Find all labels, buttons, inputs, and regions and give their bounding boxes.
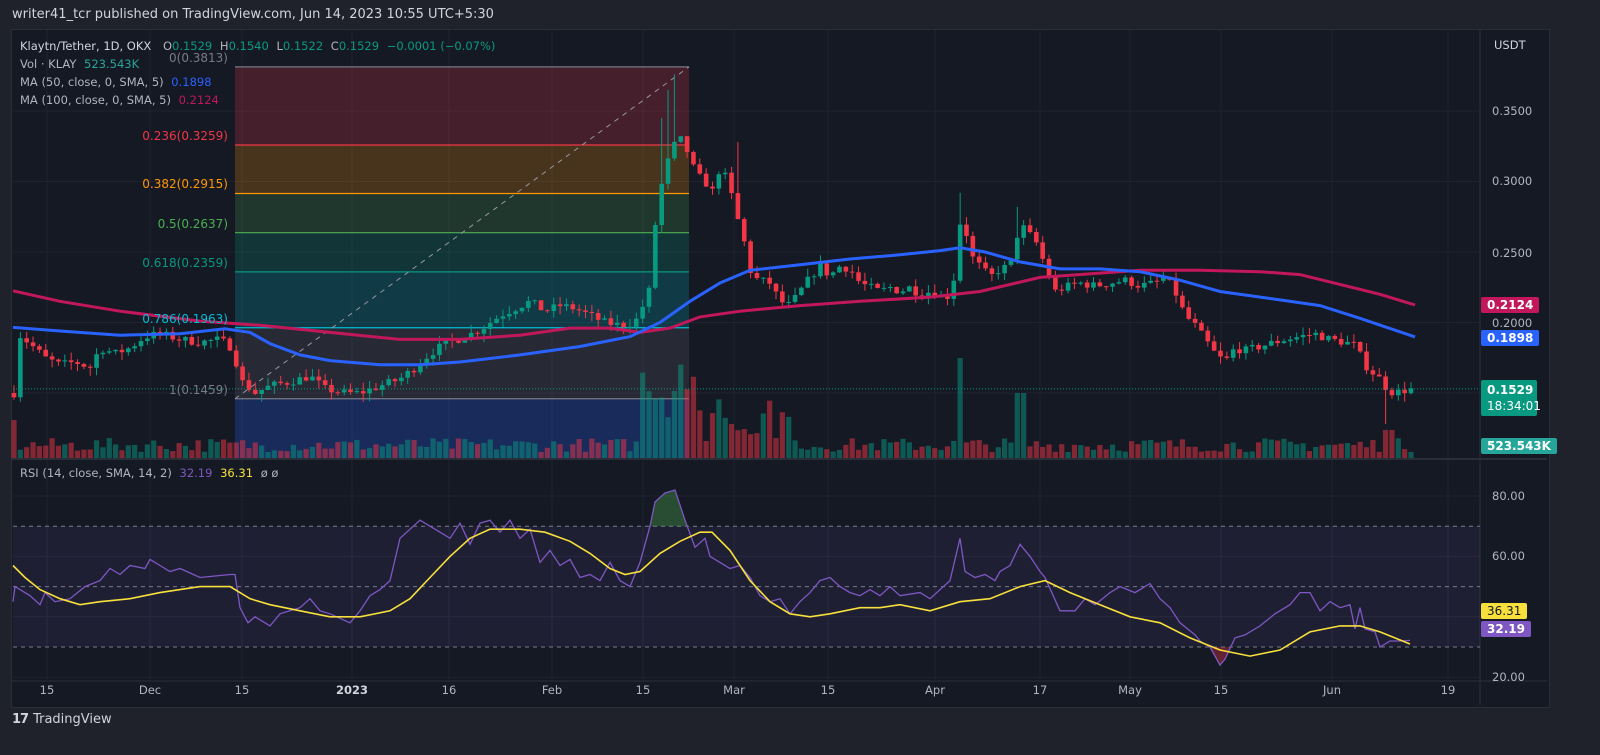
ohlc-change: −0.0001 (−0.07%) xyxy=(386,39,496,53)
fib-level-label: 0.618(0.2359) xyxy=(142,255,228,270)
fib-level-label: 0.786(0.1963) xyxy=(142,311,228,326)
time-tick: 17 xyxy=(1032,683,1048,697)
rsi-ma-value: 36.31 xyxy=(220,466,254,480)
time-tick: 15 xyxy=(820,683,836,697)
time-tick: 2023 xyxy=(335,683,369,697)
time-tick: 15 xyxy=(234,683,250,697)
ma100-value: 0.2124 xyxy=(178,93,219,107)
ma100-line xyxy=(12,268,1416,341)
rsi-ma-tag: 36.31 xyxy=(1481,603,1528,619)
ma50-legend[interactable]: MA (50, close, 0, SMA, 5) 0.1898 xyxy=(20,75,216,89)
rsi-legend[interactable]: RSI (14, close, SMA, 14, 2) 32.19 36.31 … xyxy=(20,466,282,480)
rsi-value: 32.19 xyxy=(179,466,213,480)
time-tick: Jun xyxy=(1323,683,1341,697)
rsi-ma-line xyxy=(12,528,1411,657)
ohlc-high: 0.1540 xyxy=(228,39,269,53)
time-tick: May xyxy=(1118,683,1142,697)
price-tick: 0.2000 xyxy=(1492,316,1533,330)
time-tick: Apr xyxy=(925,683,945,697)
bar-countdown: 18:34:01 xyxy=(1487,399,1541,413)
footer: 17 TradingView xyxy=(12,712,112,727)
rsi-tag: 32.19 xyxy=(1481,621,1531,637)
ohlc-low-label: L xyxy=(276,39,283,53)
price-tick: 0.2500 xyxy=(1492,246,1533,260)
time-tick: 15 xyxy=(635,683,651,697)
brand-name: TradingView xyxy=(33,712,112,727)
rsi-tick: 60.00 xyxy=(1492,549,1525,563)
chart-frame[interactable] xyxy=(11,29,1550,708)
fib-level-label: 0(0.3813) xyxy=(169,50,228,65)
volume-tag: 523.543K xyxy=(1481,438,1557,454)
time-tick: 15 xyxy=(1213,683,1229,697)
ma100-label: MA (100, close, 0, SMA, 5) xyxy=(20,93,171,107)
currency-label: USDT xyxy=(1494,38,1526,52)
time-tick: 19 xyxy=(1440,683,1456,697)
ma100-price-tag: 0.2124 xyxy=(1481,297,1540,313)
time-tick: 15 xyxy=(39,683,55,697)
time-tick: Feb xyxy=(541,683,563,697)
symbol-legend[interactable]: Klaytn/Tether, 1D, OKX O0.1529 H0.1540 L… xyxy=(20,39,499,53)
fib-level-label: 1(0.1459) xyxy=(169,382,228,397)
time-tick: Dec xyxy=(138,683,162,697)
rsi-tick: 80.00 xyxy=(1492,489,1525,503)
last-price-tag: 0.1529 18:34:01 xyxy=(1481,380,1541,416)
rsi-tick: 20.00 xyxy=(1492,670,1525,684)
rsi-extra: ø ø xyxy=(260,466,279,480)
time-tick: Mar xyxy=(723,683,745,697)
fib-level-label: 0.236(0.3259) xyxy=(142,128,228,143)
price-tick: 0.3000 xyxy=(1492,174,1533,188)
ma100-legend[interactable]: MA (100, close, 0, SMA, 5) 0.2124 xyxy=(20,93,223,107)
volume-bars xyxy=(11,358,1414,458)
price-tick: 0.3500 xyxy=(1492,104,1533,118)
ohlc-low: 0.1522 xyxy=(282,39,324,53)
ma50-price-tag: 0.1898 xyxy=(1481,330,1540,346)
volume-legend[interactable]: Vol · KLAY 523.543K xyxy=(20,57,143,71)
publish-info: writer41_tcr published on TradingView.co… xyxy=(12,7,494,22)
symbol-name: Klaytn/Tether, 1D, OKX xyxy=(20,39,152,53)
candles xyxy=(11,74,1414,425)
fib-level-label: 0.5(0.2637) xyxy=(157,216,228,231)
volume-label: Vol · KLAY xyxy=(20,57,77,71)
ohlc-close-label: C xyxy=(330,39,339,53)
rsi-label: RSI (14, close, SMA, 14, 2) xyxy=(20,466,172,480)
ma50-value: 0.1898 xyxy=(171,75,212,89)
time-tick: 16 xyxy=(441,683,457,697)
ohlc-close: 0.1529 xyxy=(338,39,380,53)
ma50-line xyxy=(12,246,1416,367)
ohlc-high-label: H xyxy=(219,39,229,53)
volume-value: 523.543K xyxy=(84,57,140,71)
fib-level-label: 0.382(0.2915) xyxy=(142,177,228,192)
ohlc-open: 0.1529 xyxy=(172,39,213,53)
rsi-line xyxy=(12,489,1411,667)
last-price: 0.1529 xyxy=(1487,383,1534,397)
ma50-label: MA (50, close, 0, SMA, 5) xyxy=(20,75,164,89)
tradingview-logo-icon: 17 xyxy=(12,712,29,727)
ohlc-open-label: O xyxy=(162,39,172,53)
